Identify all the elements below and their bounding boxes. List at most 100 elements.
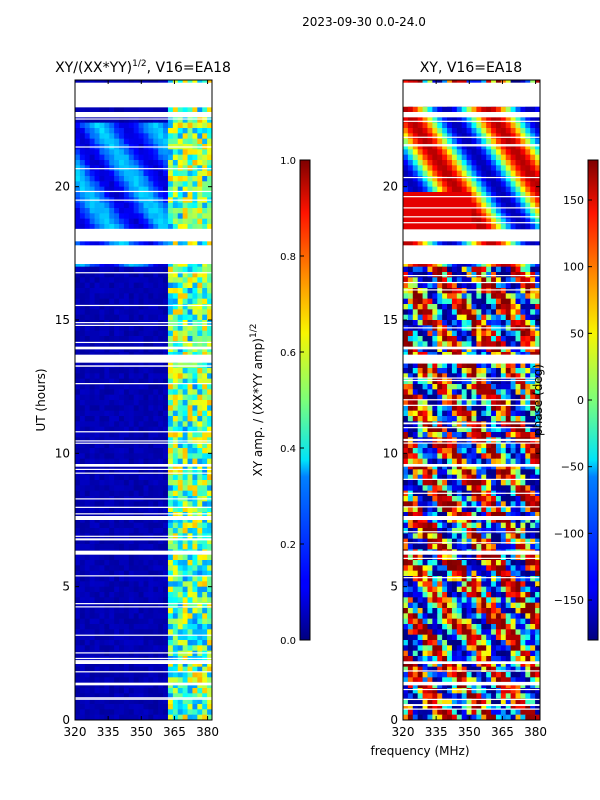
heatmap-cell — [491, 106, 497, 113]
heatmap-cell — [530, 192, 536, 198]
heatmap-cell — [84, 506, 91, 513]
heatmap-cell — [158, 570, 164, 577]
heatmap-cell — [177, 634, 184, 641]
heatmap-cell — [123, 282, 130, 289]
heatmap-cell — [148, 154, 154, 161]
heatmap-cell — [138, 682, 145, 689]
heatmap-cell — [99, 192, 105, 198]
heatmap-cell — [476, 368, 482, 374]
heatmap-cell — [75, 202, 81, 209]
heatmap-cell — [133, 133, 140, 140]
heatmap-cell — [84, 618, 91, 625]
heatmap-cell — [109, 213, 115, 220]
heatmap-cell — [192, 672, 198, 678]
heatmap-cell — [143, 602, 149, 609]
heatmap-cell — [466, 197, 473, 204]
heatmap-cell — [114, 592, 120, 598]
heatmap-cell — [432, 266, 438, 273]
heatmap-cell — [143, 405, 149, 412]
heatmap-cell — [143, 517, 149, 524]
heatmap-cell — [99, 709, 105, 716]
heatmap-cell — [187, 336, 194, 342]
heatmap-cell — [167, 592, 174, 598]
heatmap-cell — [407, 309, 414, 316]
heatmap-cell — [447, 192, 453, 198]
heatmap-cell — [99, 224, 105, 230]
heatmap-cell — [202, 650, 208, 657]
heatmap-cell — [197, 266, 203, 273]
heatmap-cell — [202, 181, 208, 188]
heatmap-cell — [172, 266, 179, 273]
heatmap-cell — [520, 218, 526, 225]
heatmap-cell — [133, 106, 140, 113]
heatmap-cell — [153, 426, 159, 433]
heatmap-cell — [207, 218, 212, 225]
heatmap-cell — [403, 266, 409, 273]
heatmap-cell — [123, 554, 130, 561]
heatmap-cell — [99, 586, 105, 593]
heatmap-cell — [109, 661, 115, 668]
heatmap-cell — [153, 570, 159, 577]
heatmap-cell — [172, 693, 179, 700]
heatmap-cell — [515, 128, 522, 134]
heatmap-cell — [104, 304, 110, 310]
heatmap-cell — [202, 624, 208, 630]
heatmap-cell — [148, 330, 154, 337]
heatmap-cell — [138, 208, 145, 214]
heatmap-cell — [515, 272, 522, 278]
heatmap-cell — [437, 266, 443, 273]
heatmap-cell — [75, 634, 81, 641]
heatmap-cell — [84, 181, 91, 188]
heatmap-cell — [177, 544, 184, 550]
heatmap-cell — [75, 666, 81, 673]
heatmap-cell — [163, 181, 169, 188]
heatmap-cell — [99, 538, 105, 545]
heatmap-cell — [207, 613, 212, 620]
heatmap-cell — [197, 181, 203, 188]
heatmap-cell — [471, 208, 477, 214]
heatmap-cell — [119, 133, 125, 140]
heatmap-cell — [427, 336, 433, 342]
heatmap-cell — [172, 677, 179, 684]
heatmap-cell — [84, 688, 91, 694]
heatmap-cell — [119, 325, 125, 332]
heatmap-cell — [202, 560, 208, 566]
heatmap-cell — [114, 624, 120, 630]
heatmap-cell — [158, 176, 164, 182]
heatmap-cell — [505, 309, 512, 316]
heatmap-cell — [79, 106, 86, 113]
heatmap-cell — [99, 629, 105, 636]
heatmap-cell — [94, 389, 101, 396]
heatmap-cell — [84, 224, 91, 230]
heatmap-cell — [143, 122, 149, 129]
heatmap-cell — [94, 213, 101, 220]
heatmap-cell — [515, 288, 522, 294]
heatmap-cell — [114, 186, 120, 193]
heatmap-cell — [75, 661, 81, 668]
heatmap-cell — [109, 682, 115, 689]
heatmap-cell — [182, 560, 189, 566]
heatmap-cell — [109, 501, 115, 508]
heatmap-cell — [515, 309, 522, 316]
heatmap-cell — [476, 133, 482, 140]
heatmap-cell — [138, 304, 145, 310]
heatmap-cell — [520, 314, 526, 321]
heatmap-cell — [207, 149, 212, 156]
heatmap-cell — [530, 293, 536, 300]
heatmap-cell — [422, 293, 429, 300]
heatmap-cell — [177, 277, 184, 284]
heatmap-cell — [525, 277, 531, 284]
heatmap-cell — [491, 314, 497, 321]
heatmap-cell — [451, 122, 458, 129]
heatmap-cell — [84, 400, 91, 406]
heatmap-cell — [99, 672, 105, 678]
heatmap-cell — [495, 282, 502, 289]
heatmap-cell — [456, 298, 463, 305]
heatmap-cell — [104, 570, 110, 577]
heatmap-cell — [437, 224, 443, 230]
heatmap-cell — [104, 128, 110, 134]
heatmap-cell — [99, 309, 105, 316]
heatmap-cell — [495, 176, 502, 182]
heatmap-cell — [114, 474, 120, 481]
heatmap-cell — [89, 106, 96, 113]
